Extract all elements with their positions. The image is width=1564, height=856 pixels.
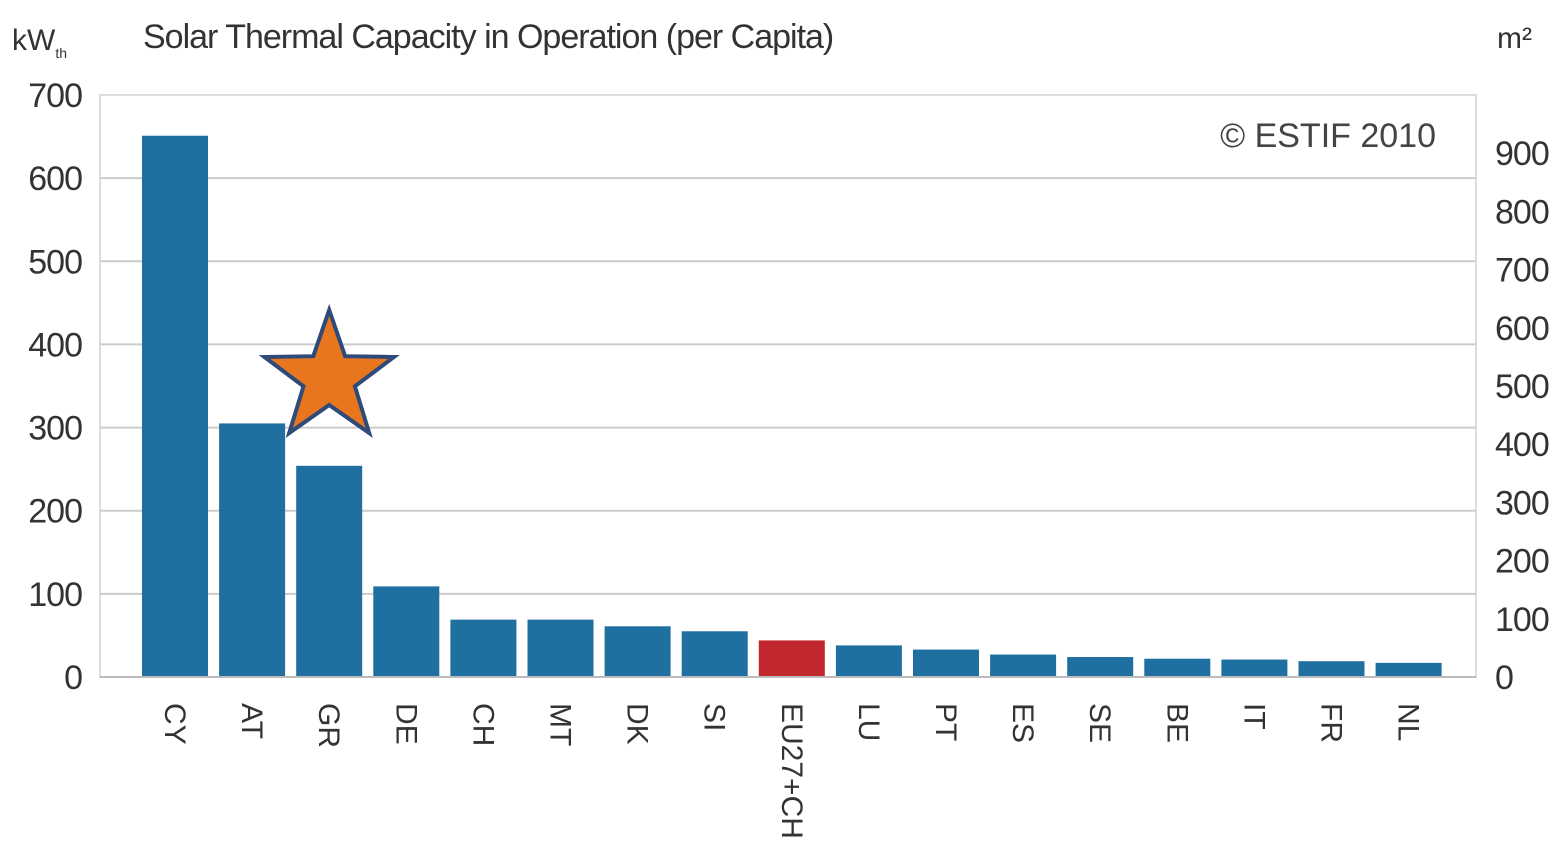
x-tick-label: CY bbox=[158, 703, 191, 745]
bar-cy bbox=[142, 135, 208, 678]
y-tick-right-label: 400 bbox=[1495, 426, 1549, 464]
bar-eu27-ch bbox=[758, 640, 825, 677]
bar-lu bbox=[835, 645, 902, 677]
y-axis-unit-left: kWth bbox=[12, 24, 67, 61]
y-axis-right: 0 100 200 300 400 500 600 700 800 900 bbox=[1495, 135, 1550, 697]
x-tick-label: BE bbox=[1160, 703, 1193, 743]
bar-mt bbox=[527, 619, 594, 677]
x-tick-label: DK bbox=[621, 703, 654, 745]
x-tick-label: SI bbox=[698, 703, 731, 731]
bar-it bbox=[1221, 659, 1288, 677]
x-tick-label: GR bbox=[312, 703, 345, 748]
bar-ch bbox=[450, 619, 517, 677]
x-tick-label: FR bbox=[1315, 703, 1348, 743]
y-tick-left-label: 0 bbox=[64, 659, 82, 697]
y-tick-right-label: 800 bbox=[1495, 193, 1549, 231]
y-tick-right-label: 900 bbox=[1495, 135, 1549, 173]
bars bbox=[142, 135, 1442, 678]
bar-nl bbox=[1375, 662, 1442, 677]
plot-area bbox=[99, 94, 1477, 678]
y-axis-unit-right: m² bbox=[1497, 22, 1532, 55]
x-tick-label: CH bbox=[466, 703, 499, 746]
bar-gr bbox=[296, 465, 363, 677]
x-tick-label: SE bbox=[1083, 703, 1116, 743]
y-axis-unit-left-main: kW bbox=[12, 24, 56, 57]
y-tick-right-label: 700 bbox=[1495, 252, 1549, 290]
x-axis: CY AT GR DE CH MT DK SI EU27+CH LU PT ES SE BE IT FR NL bbox=[158, 703, 1425, 839]
bar-at bbox=[219, 423, 286, 677]
y-tick-right-label: 600 bbox=[1495, 310, 1549, 348]
y-axis-unit-left-sub: th bbox=[55, 45, 67, 61]
y-tick-right-label: 300 bbox=[1495, 484, 1549, 522]
x-tick-label: PT bbox=[929, 703, 962, 741]
bar-se bbox=[1067, 657, 1134, 677]
x-tick-label: IT bbox=[1237, 703, 1270, 730]
bar-dk bbox=[604, 626, 671, 677]
y-tick-left-label: 700 bbox=[28, 77, 82, 115]
bar-be bbox=[1144, 658, 1211, 677]
x-tick-label: DE bbox=[389, 703, 422, 745]
y-tick-right-label: 200 bbox=[1495, 543, 1549, 581]
bar-es bbox=[990, 654, 1057, 677]
y-tick-left-label: 400 bbox=[28, 326, 82, 364]
y-tick-left-label: 200 bbox=[28, 493, 82, 531]
annotations bbox=[258, 303, 400, 438]
x-tick-label: EU27+CH bbox=[775, 703, 808, 839]
y-tick-right-label: 0 bbox=[1495, 659, 1513, 697]
x-tick-label: LU bbox=[852, 703, 885, 741]
copyright-note: © ESTIF 2010 bbox=[1220, 117, 1436, 155]
x-tick-label: NL bbox=[1392, 703, 1425, 741]
x-tick-label: MT bbox=[544, 703, 577, 746]
x-tick-label: ES bbox=[1006, 703, 1039, 743]
y-tick-left-label: 300 bbox=[28, 410, 82, 448]
chart-title: Solar Thermal Capacity in Operation (per… bbox=[143, 18, 833, 56]
y-tick-right-label: 100 bbox=[1495, 601, 1549, 639]
bar-de bbox=[373, 586, 440, 677]
y-tick-left-label: 100 bbox=[28, 576, 82, 614]
y-axis-left: 0 100 200 300 400 500 600 700 bbox=[28, 77, 83, 697]
bar-si bbox=[681, 631, 748, 677]
bar-pt bbox=[913, 649, 979, 677]
y-tick-left-label: 500 bbox=[28, 243, 82, 281]
star-icon bbox=[258, 303, 400, 438]
y-tick-left-label: 600 bbox=[28, 160, 82, 198]
bar-fr bbox=[1298, 661, 1365, 677]
y-tick-right-label: 500 bbox=[1495, 368, 1549, 406]
x-tick-label: AT bbox=[235, 703, 268, 739]
